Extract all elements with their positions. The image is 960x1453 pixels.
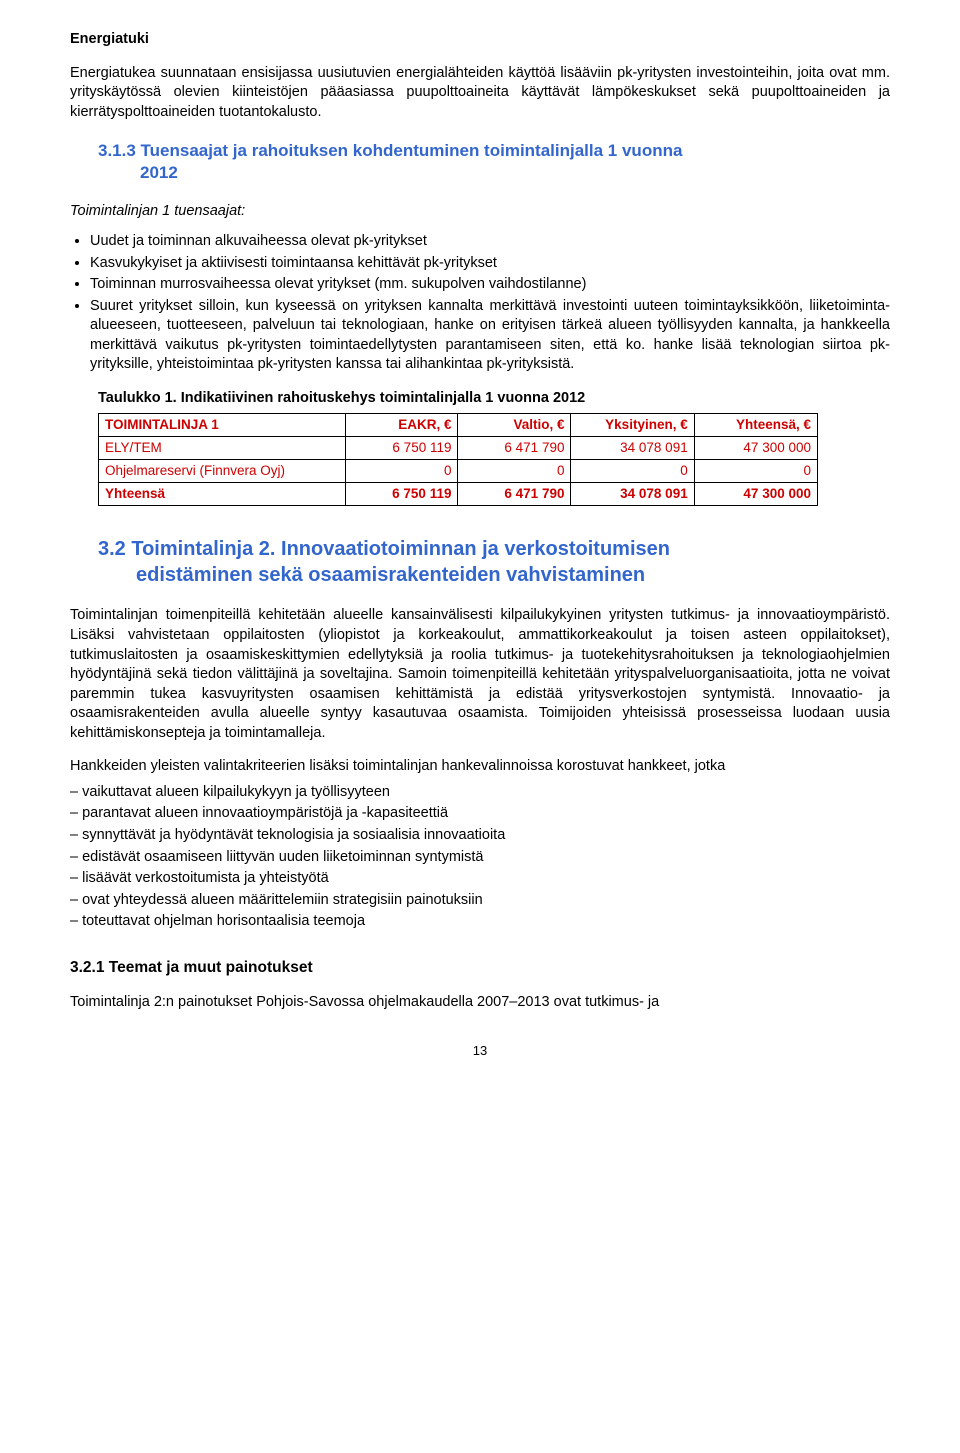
s32-dash-list: – vaikuttavat alueen kilpailukykyyn ja t… [70, 783, 890, 932]
title-line: 2012 [98, 162, 890, 184]
table1-wrap: Taulukko 1. Indikatiivinen rahoituskehys… [98, 389, 890, 506]
table-cell: 6 471 790 [458, 483, 571, 506]
table-cell: 0 [571, 459, 694, 482]
table-cell: 47 300 000 [694, 483, 817, 506]
list-item: Uudet ja toiminnan alkuvaiheessa olevat … [90, 232, 890, 252]
table1-caption: Taulukko 1. Indikatiivinen rahoituskehys… [98, 389, 890, 409]
title-line: 3.1.3 Tuensaajat ja rahoituksen kohdentu… [98, 141, 682, 160]
table-header: Yhteensä, € [694, 413, 817, 436]
tl1-bullet-list: Uudet ja toiminnan alkuvaiheessa olevat … [90, 232, 890, 375]
table-cell: 0 [458, 459, 571, 482]
table1: TOIMINTALINJA 1 EAKR, € Valtio, € Yksity… [98, 413, 818, 507]
page-number: 13 [70, 1042, 890, 1060]
list-item: Toiminnan murrosvaiheessa olevat yrityks… [90, 275, 890, 295]
table-cell: 6 750 119 [345, 483, 458, 506]
table-cell: 0 [694, 459, 817, 482]
list-item: – parantavat alueen innovaatioympäristöj… [70, 804, 890, 824]
table-header: Yksityinen, € [571, 413, 694, 436]
section-3-2-title: 3.2 Toimintalinja 2. Innovaatiotoiminnan… [98, 536, 890, 588]
list-item: Kasvukykyiset ja aktiivisesti toimintaan… [90, 254, 890, 274]
list-item: – edistävät osaamiseen liittyvän uuden l… [70, 848, 890, 868]
table-row: ELY/TEM 6 750 119 6 471 790 34 078 091 4… [99, 436, 818, 459]
energiatuki-heading: Energiatuki [70, 30, 890, 50]
table-cell: 47 300 000 [694, 436, 817, 459]
table-cell: 34 078 091 [571, 436, 694, 459]
table-cell: 6 471 790 [458, 436, 571, 459]
tl1-tuensaajat-sub: Toimintalinjan 1 tuensaajat: [70, 202, 890, 222]
list-item: – lisäävät verkostoitumista ja yhteistyö… [70, 869, 890, 889]
table-cell: Ohjelmareservi (Finnvera Oyj) [99, 459, 346, 482]
title-line: edistäminen sekä osaamisrakenteiden vahv… [98, 562, 890, 588]
s32-para2: Hankkeiden yleisten valintakriteerien li… [70, 757, 890, 777]
table-header: TOIMINTALINJA 1 [99, 413, 346, 436]
table-cell: Yhteensä [99, 483, 346, 506]
list-item: – toteuttavat ohjelman horisontaalisia t… [70, 912, 890, 932]
list-item: – ovat yhteydessä alueen määrittelemiin … [70, 891, 890, 911]
table-row: Ohjelmareservi (Finnvera Oyj) 0 0 0 0 [99, 459, 818, 482]
table-cell: 0 [345, 459, 458, 482]
table-row: Yhteensä 6 750 119 6 471 790 34 078 091 … [99, 483, 818, 506]
list-item: – synnyttävät ja hyödyntävät teknologisi… [70, 826, 890, 846]
section-3-2-1-title: 3.2.1 Teemat ja muut painotukset [70, 958, 890, 979]
list-item: – vaikuttavat alueen kilpailukykyyn ja t… [70, 783, 890, 803]
table-cell: ELY/TEM [99, 436, 346, 459]
list-item: Suuret yritykset silloin, kun kyseessä o… [90, 297, 890, 375]
table-header: Valtio, € [458, 413, 571, 436]
table-cell: 34 078 091 [571, 483, 694, 506]
title-line: 3.2 Toimintalinja 2. Innovaatiotoiminnan… [98, 538, 670, 560]
section-3-1-3-title: 3.1.3 Tuensaajat ja rahoituksen kohdentu… [98, 140, 890, 184]
energiatuki-para: Energiatukea suunnataan ensisijassa uusi… [70, 64, 890, 123]
table-header: EAKR, € [345, 413, 458, 436]
s321-para: Toimintalinja 2:n painotukset Pohjois-Sa… [70, 993, 890, 1013]
s32-para1: Toimintalinjan toimenpiteillä kehitetään… [70, 606, 890, 743]
table-header-row: TOIMINTALINJA 1 EAKR, € Valtio, € Yksity… [99, 413, 818, 436]
table-cell: 6 750 119 [345, 436, 458, 459]
